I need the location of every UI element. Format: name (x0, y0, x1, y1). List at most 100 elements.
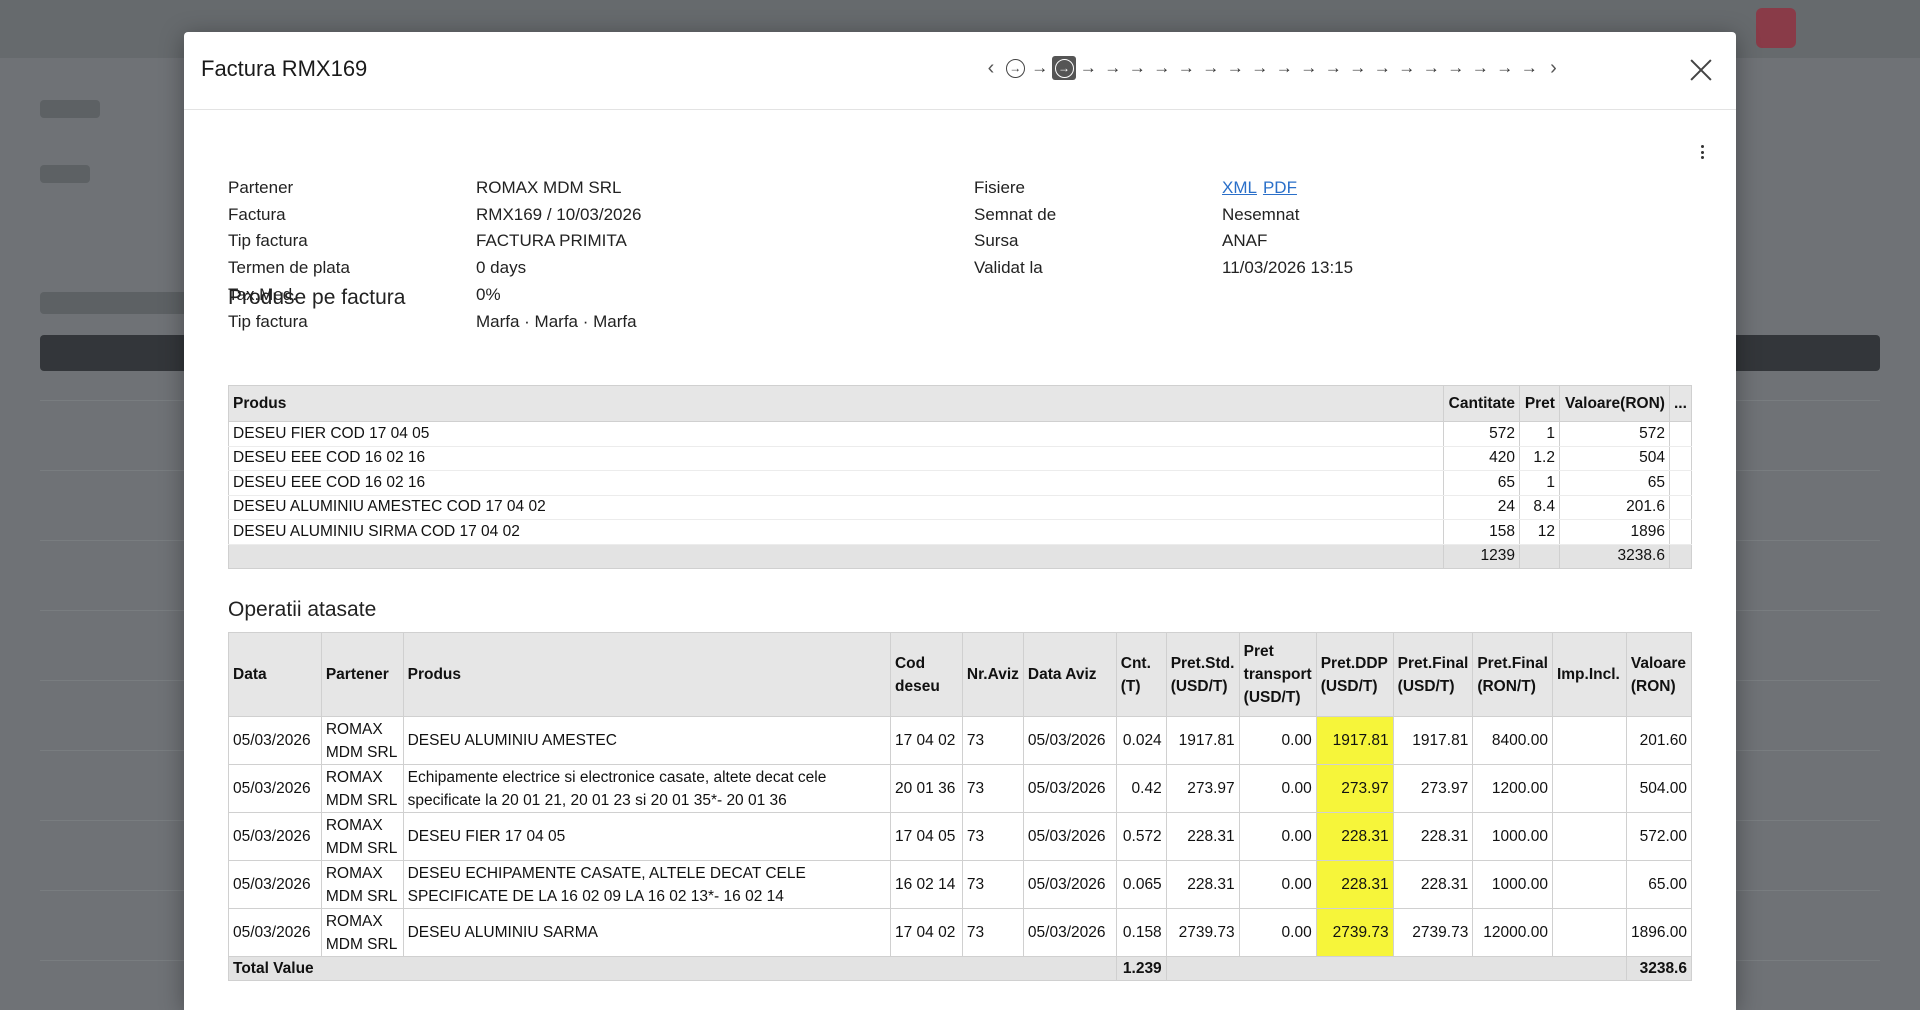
pager-step-icon[interactable]: → (1003, 56, 1028, 80)
pager-step-icon[interactable]: → (1202, 58, 1220, 77)
close-icon[interactable] (1687, 56, 1715, 84)
table-cell: 1917.81 (1392, 716, 1474, 765)
pager-step-icon[interactable]: → (1031, 58, 1049, 77)
info-label: Termen de plata (228, 258, 350, 278)
table-cell: DESEU ALUMINIU AMESTEC COD 17 04 02 (228, 495, 1444, 520)
pager-step-icon[interactable]: → (1447, 58, 1465, 77)
table-cell: 73 (961, 908, 1024, 957)
column-header[interactable]: Pret.Std. (USD/T) (1165, 632, 1240, 717)
table-cell: 1917.81 (1315, 716, 1394, 765)
table-cell: 228.31 (1165, 812, 1240, 861)
operations-total-value: 3238.6 (1625, 956, 1693, 981)
pager-step-icon[interactable]: → (1104, 58, 1122, 77)
pager-step-icon[interactable]: → (1520, 58, 1538, 77)
table-cell: 8400.00 (1472, 716, 1553, 765)
info-row: Partener ROMAX MDM SRL (228, 175, 641, 202)
column-header[interactable]: Pret (1518, 385, 1560, 422)
table-cell: 572 (1558, 421, 1670, 447)
column-header[interactable]: Valoare (RON) (1625, 632, 1693, 717)
arrow-circle-icon: → (1054, 58, 1074, 78)
column-header[interactable]: ... (1668, 385, 1693, 422)
info-value: ANAF (1222, 231, 1268, 251)
pager-prev-icon[interactable]: ‹ (987, 56, 995, 79)
pager-step-active[interactable]: → (1052, 56, 1076, 80)
table-row[interactable]: DESEU FIER COD 17 04 05 572 1 572 (228, 421, 1693, 447)
pager-step-icon[interactable]: → (1226, 58, 1244, 77)
pager-step-icon[interactable]: → (1398, 58, 1416, 77)
pdf-link[interactable]: PDF (1262, 178, 1297, 197)
column-header[interactable]: Cnt. (T) (1115, 632, 1167, 717)
column-header[interactable]: Partener (320, 632, 404, 717)
pager-step-icon[interactable]: → (1079, 58, 1097, 77)
pager-step-icon[interactable]: → (1275, 58, 1293, 77)
table-cell: 201.60 (1625, 716, 1693, 765)
column-header[interactable]: Produs (402, 632, 891, 717)
files-links: XML PDF (1222, 175, 1303, 202)
pager-step-icon[interactable]: → (1128, 58, 1146, 77)
products-section-title: Produse pe factura (228, 286, 406, 309)
info-label: Tip factura (228, 311, 308, 331)
column-header[interactable]: Data (228, 632, 322, 717)
table-cell: 17 04 02 (889, 716, 963, 765)
table-cell: 05/03/2026 (228, 908, 322, 957)
info-label: Tax.Med. (228, 284, 297, 304)
pager-step-icon[interactable]: → (1251, 58, 1269, 77)
info-label: Tip factura (228, 231, 308, 251)
column-header[interactable]: Produs (228, 385, 1444, 422)
table-cell: 228.31 (1392, 812, 1474, 861)
info-label: Factura (228, 204, 286, 224)
column-header[interactable]: Cantitate (1443, 385, 1520, 422)
column-header[interactable]: Pret.Final (RON/T) (1472, 632, 1553, 717)
operations-table: Data Partener Produs Cod deseu Nr.Aviz Data A… (228, 632, 1693, 981)
table-cell: 8.4 (1518, 495, 1560, 520)
table-row[interactable]: 05/03/2026 ROMAX MDM SRL DESEU ALUMINIU SA… (228, 908, 1693, 957)
pager-step-icon[interactable]: → (1422, 58, 1440, 77)
column-header[interactable]: Data Aviz (1022, 632, 1117, 717)
pager-step-icon[interactable]: → (1373, 58, 1391, 77)
table-cell: ROMAX MDM SRL (320, 908, 404, 957)
table-cell: ROMAX MDM SRL (320, 860, 404, 909)
info-value: Nesemnat (1222, 204, 1300, 224)
table-row[interactable]: DESEU EEE COD 16 02 16 65 1 65 (228, 470, 1693, 496)
pager-step-icon[interactable]: → (1153, 58, 1171, 77)
pager-step-icon[interactable]: → (1324, 58, 1342, 77)
table-row[interactable]: 05/03/2026 ROMAX MDM SRL Echipamente elect… (228, 764, 1693, 813)
table-cell: 504.00 (1625, 764, 1693, 813)
table-row[interactable]: DESEU ALUMINIU AMESTEC COD 17 04 02 24 8.4… (228, 495, 1693, 520)
xml-link[interactable]: XML (1222, 178, 1257, 197)
table-cell: 12000.00 (1472, 908, 1553, 957)
column-header[interactable]: Pret transport (USD/T) (1238, 632, 1317, 717)
table-row[interactable]: 05/03/2026 ROMAX MDM SRL DESEU ALUMINIU AM… (228, 716, 1693, 765)
info-value: 11/03/2026 13:15 (1222, 258, 1354, 278)
pager-step-icon[interactable]: → (1496, 58, 1514, 77)
column-header[interactable]: Valoare(RON) (1558, 385, 1670, 422)
info-row: Sursa ANAF (974, 228, 1353, 255)
table-cell (1551, 812, 1627, 861)
modal-header: Factura RMX169 ‹ → → → → → → → → → → → → → → → → → → → → → → › (184, 32, 1736, 110)
pager-step-icon[interactable]: → (1177, 58, 1195, 77)
more-options-icon[interactable] (1698, 142, 1706, 162)
table-row[interactable]: 05/03/2026 ROMAX MDM SRL DESEU ECHIPAMENTE… (228, 860, 1693, 909)
column-header[interactable]: Imp.Incl. (1551, 632, 1627, 717)
column-header[interactable]: Nr.Aviz (961, 632, 1024, 717)
column-header[interactable]: Cod deseu (889, 632, 963, 717)
info-value: RMX169 / 10/03/2026 (476, 204, 642, 224)
pager-step-icon[interactable]: → (1349, 58, 1367, 77)
table-cell: 572.00 (1625, 812, 1693, 861)
modal-title: Factura RMX169 (201, 56, 368, 81)
column-header[interactable]: Pret.DDP (USD/T) (1315, 632, 1394, 717)
table-cell: 0.00 (1238, 812, 1317, 861)
table-cell: 24 (1443, 495, 1520, 520)
table-cell: 0.024 (1115, 716, 1167, 765)
operations-total-label: Total Value (228, 956, 1117, 981)
info-row: Semnat de Nesemnat (974, 202, 1353, 229)
pager-step-icon[interactable]: → (1300, 58, 1318, 77)
table-row[interactable]: 05/03/2026 ROMAX MDM SRL DESEU FIER 17 04 … (228, 812, 1693, 861)
column-header[interactable]: Pret.Final (USD/T) (1392, 632, 1474, 717)
products-total-value: 3238.6 (1558, 543, 1670, 569)
table-row[interactable]: DESEU EEE COD 16 02 16 420 1.2 504 (228, 446, 1693, 471)
table-cell: 201.6 (1558, 495, 1670, 520)
table-row[interactable]: DESEU ALUMINIU SIRMA COD 17 04 02 158 12 18… (228, 519, 1693, 545)
pager-step-icon[interactable]: → (1471, 58, 1489, 77)
pager-next-icon[interactable]: › (1550, 56, 1557, 79)
